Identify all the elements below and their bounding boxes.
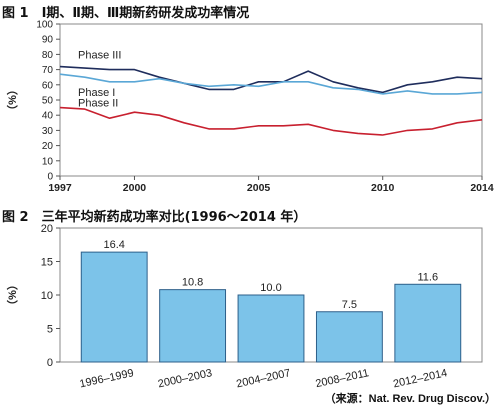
fig2-bar (315, 311, 383, 363)
fig2-bar-value-label: 11.6 (418, 271, 439, 283)
fig1-series-label: Phase III (78, 49, 121, 61)
fig1-xtick-label: 2000 (123, 182, 147, 194)
fig1-xtick-label: 2014 (470, 182, 494, 194)
fig2-bar-value-label: 16.4 (103, 239, 124, 251)
fig1-series-phase-iii (59, 65, 483, 94)
fig1-series-phase-ii (59, 106, 483, 136)
fig2-category-label: 2004–2007 (235, 367, 291, 390)
fig2-ytick-label: 5 (47, 324, 53, 336)
fig1-ytick-label: 20 (42, 141, 54, 152)
fig1-xtick-label: 2010 (371, 182, 395, 194)
fig1-ylabel: （%） (6, 84, 19, 116)
fig1-ytick-label: 0 (47, 172, 53, 183)
fig1-ytick-label: 50 (42, 96, 54, 107)
fig1-ytick-label: 100 (36, 20, 53, 31)
fig2-ytick-label: 10 (41, 290, 53, 302)
fig1-ytick-label: 10 (42, 156, 54, 167)
fig2-bar (237, 294, 305, 363)
fig2-bar-value-label: 7.5 (342, 299, 357, 311)
fig1-ytick-label: 90 (42, 35, 54, 46)
fig1-ytick-label: 80 (42, 50, 54, 61)
fig2-ytick-label: 0 (47, 357, 53, 369)
fig1-ytick-label: 70 (42, 65, 54, 76)
fig2-bar-value-label: 10.0 (260, 282, 281, 294)
fig2-bar-value-label: 10.8 (182, 277, 203, 289)
fig1-ytick-label: 60 (42, 80, 54, 91)
fig2-category-label: 2012–2014 (392, 367, 448, 390)
fig2-bar (80, 251, 148, 363)
fig2-category-label: 2000–2003 (157, 367, 213, 390)
fig2-bar (159, 289, 227, 363)
fig1-xtick-label: 2005 (247, 182, 271, 194)
fig2-category-label: 2008–2011 (314, 367, 370, 390)
fig2-ylabel: （%） (6, 279, 19, 311)
figure2-title: 图 2 三年平均新药成功率对比(1996～2014 年） (2, 210, 307, 225)
figure1-title: 图 1 Ⅰ期、Ⅱ期、Ⅲ期新药研发成功率情况 (2, 6, 250, 21)
fig1-series-label: Phase II (78, 98, 118, 110)
fig1-series-phase-i (59, 73, 483, 95)
fig1-xtick-label: 1997 (48, 182, 72, 194)
fig2-ytick-label: 15 (41, 257, 53, 269)
fig1-series-label: Phase I (78, 87, 115, 99)
source-note: （来源：Nat. Rev. Drug Discov.） (324, 393, 496, 405)
fig1-ytick-label: 40 (42, 111, 54, 122)
fig2-ytick-label: 20 (41, 223, 53, 235)
fig2-category-label: 1996–1999 (78, 367, 134, 390)
fig2-bar (394, 283, 462, 363)
fig1-ytick-label: 30 (42, 126, 54, 137)
fig1-plot-area (59, 23, 483, 177)
